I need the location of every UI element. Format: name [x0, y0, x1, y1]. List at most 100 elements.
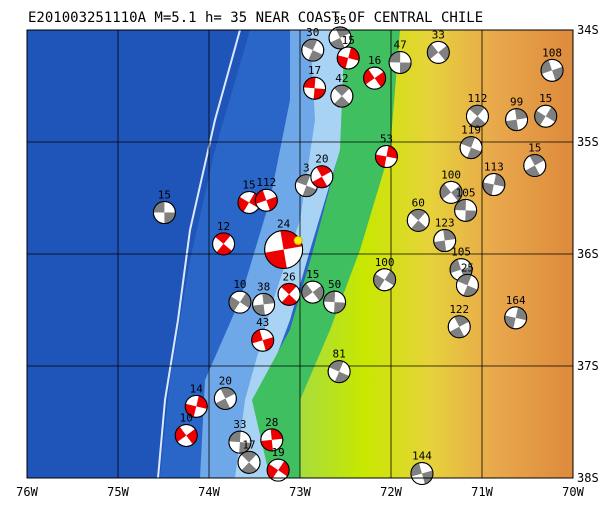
ball-rim	[228, 290, 252, 314]
depth-label: 50	[328, 278, 341, 291]
ball-rim	[237, 450, 261, 474]
depth-label: 144	[412, 450, 432, 463]
ball-rim	[505, 108, 529, 132]
ball-quadrant	[427, 43, 450, 61]
ball-rim	[523, 154, 547, 178]
ball-rim	[212, 232, 236, 256]
ball-quadrant	[153, 201, 176, 224]
ball-rim	[174, 423, 198, 447]
depth-label: 105	[456, 186, 476, 199]
ball-rim	[406, 208, 430, 232]
depth-label: 15	[242, 178, 255, 191]
ball-rim	[327, 360, 351, 384]
focal-mechanism	[252, 292, 276, 316]
ball-quadrant	[301, 283, 324, 301]
focal-mechanism	[303, 76, 327, 100]
ball-rim	[363, 66, 387, 90]
x-tick-label: 70W	[562, 485, 584, 499]
ball-rim	[540, 58, 564, 82]
ball-quadrant	[215, 387, 236, 410]
ball-quadrant	[251, 329, 274, 351]
ball-rim	[328, 26, 352, 50]
depth-label: 164	[506, 294, 526, 307]
ball-quadrant	[375, 145, 398, 168]
ball-rim	[534, 104, 558, 128]
x-tick-label: 75W	[107, 485, 129, 499]
ball-quadrant	[228, 292, 251, 312]
depth-label: 35	[333, 14, 346, 27]
depth-label: 20	[315, 153, 328, 166]
ball-rim	[266, 458, 290, 482]
ball-quadrant	[215, 232, 232, 255]
depth-label: 24	[277, 218, 291, 231]
depth-label: 30	[306, 26, 319, 39]
depth-label: 10	[233, 278, 246, 291]
depth-label: 15	[528, 142, 541, 155]
ball-quadrant	[241, 451, 257, 474]
depth-label: 100	[441, 168, 461, 181]
ball-quadrant	[260, 428, 283, 451]
focal-mechanism	[266, 458, 290, 482]
focal-mechanism	[534, 104, 558, 128]
depth-label: 53	[380, 133, 393, 146]
ball-quadrant	[454, 199, 477, 222]
ball-quadrant	[175, 426, 198, 445]
focal-mechanism	[213, 386, 237, 410]
depth-label: 43	[256, 316, 269, 329]
focal-mechanism	[237, 190, 261, 214]
focal-mechanism	[277, 282, 301, 306]
ball-quadrant	[303, 77, 326, 100]
ball-rim	[252, 292, 276, 316]
ball-rim	[264, 230, 304, 270]
focal-mechanism	[264, 230, 304, 270]
ball-quadrant	[264, 230, 303, 269]
focal-mechanism	[310, 165, 334, 189]
ball-quadrant	[330, 26, 350, 49]
depth-label: 47	[393, 38, 406, 51]
ball-rim	[426, 40, 450, 64]
ball-quadrant	[329, 360, 350, 383]
focal-mechanism	[540, 58, 564, 82]
ball-rim	[277, 282, 301, 306]
ball-rim	[323, 290, 347, 314]
ball-rim	[213, 386, 237, 410]
y-tick-label: 35S	[577, 135, 599, 149]
depth-label: 113	[484, 161, 504, 174]
ball-quadrant	[296, 174, 317, 197]
ball-quadrant	[185, 395, 208, 418]
frame	[26, 29, 574, 479]
ball-quadrant	[255, 189, 278, 211]
depth-label: 33	[233, 418, 246, 431]
ball-quadrant	[460, 136, 482, 159]
ball-quadrant	[363, 69, 386, 88]
focal-mechanism	[152, 201, 176, 225]
ball-rim	[251, 328, 275, 352]
y-tick-label: 34S	[577, 23, 599, 37]
ball-rim	[254, 188, 278, 212]
x-tick-label: 73W	[289, 485, 311, 499]
ball-rim	[152, 201, 176, 225]
depth-label: 42	[335, 72, 348, 85]
ball-rim	[388, 50, 412, 74]
depth-label: 16	[368, 54, 381, 67]
ball-rim	[310, 165, 334, 189]
depth-label: 3	[303, 162, 310, 175]
focal-mechanism	[523, 154, 547, 178]
focal-mechanism	[410, 462, 434, 486]
ball-quadrant	[482, 173, 505, 196]
ball-quadrant	[238, 192, 261, 212]
ball-quadrant	[373, 270, 396, 290]
depth-label: 19	[272, 446, 285, 459]
focal-mechanism	[363, 66, 387, 90]
epicenter	[293, 236, 303, 246]
ball-rim	[439, 180, 463, 204]
y-tick-label: 37S	[577, 359, 599, 373]
focal-mechanism	[426, 40, 450, 64]
ball-rim	[336, 46, 360, 70]
focal-mechanism	[465, 104, 489, 128]
ball-quadrant	[505, 108, 528, 131]
focal-mechanism	[455, 273, 479, 297]
ball-rim	[447, 315, 471, 339]
ball-quadrant	[252, 293, 275, 316]
ball-rim	[482, 173, 506, 197]
